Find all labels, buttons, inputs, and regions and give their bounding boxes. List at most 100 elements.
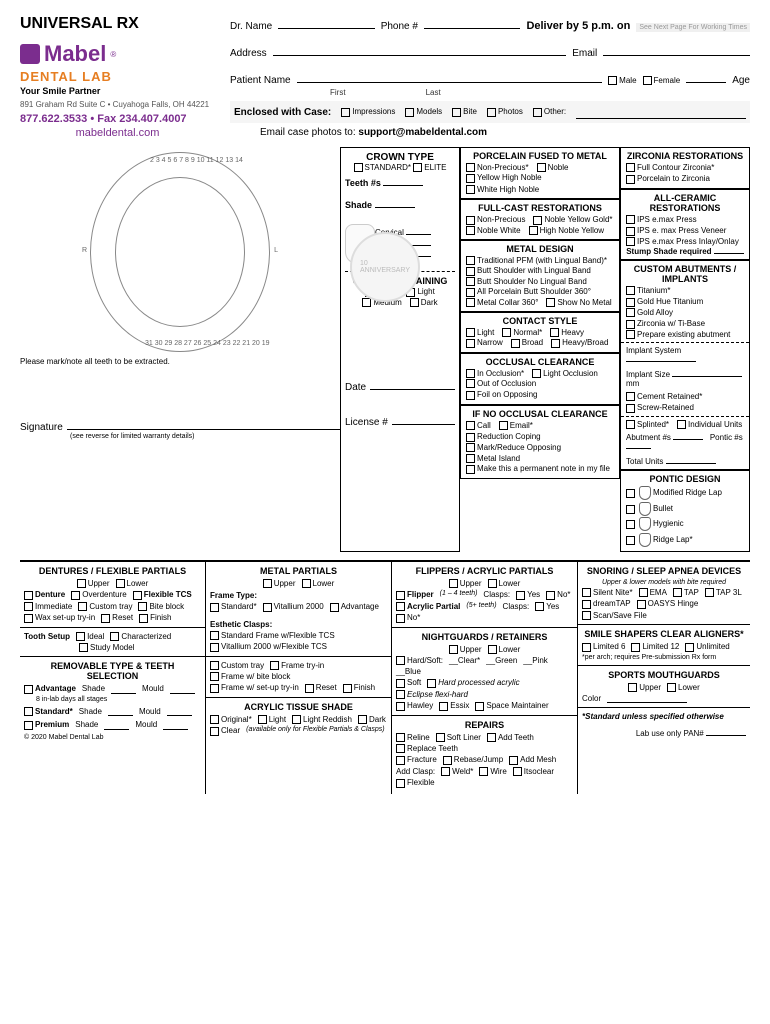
opt[interactable]: Metal Collar 360°	[466, 298, 538, 307]
opt[interactable]: All Porcelain Butt Shoulder 360°	[466, 287, 591, 296]
opt[interactable]: Space Maintainer	[475, 701, 548, 710]
opt[interactable]: Silent Nite*	[582, 588, 633, 597]
opt[interactable]: Light	[466, 328, 494, 337]
models-checkbox[interactable]: Models	[405, 107, 442, 116]
opt[interactable]: Unlimited	[685, 642, 729, 651]
opt[interactable]: Make this a permanent note in my file	[466, 464, 610, 473]
opt[interactable]: Frame w/ bite block	[210, 672, 290, 681]
patient-field[interactable]	[297, 69, 603, 83]
stump-field[interactable]	[714, 253, 744, 254]
opt[interactable]: Scan/Save File	[582, 611, 647, 620]
opt[interactable]: Non-Precious*	[466, 163, 529, 172]
opt[interactable]: No*	[396, 613, 420, 622]
opt[interactable]: Denture	[24, 590, 65, 599]
opt[interactable]: Eclipse flexi-hard	[396, 690, 468, 699]
opt[interactable]: Wax set-up try-in	[24, 613, 95, 622]
phone-field[interactable]	[424, 15, 520, 29]
opt[interactable]: Foil on Opposing	[466, 390, 537, 399]
mould-field[interactable]	[170, 684, 195, 693]
opt[interactable]: Yes	[535, 602, 559, 611]
opt[interactable]: Titanium*	[626, 286, 671, 295]
color-field[interactable]	[607, 694, 687, 703]
opt[interactable]: Hard processed acrylic	[427, 678, 519, 687]
opt[interactable]: TAP	[673, 588, 699, 597]
opt[interactable]: Soft Liner	[436, 733, 481, 742]
opt[interactable]: IPS e. max Press Veneer	[626, 226, 726, 235]
opt[interactable]: Gold Hue Titanium	[626, 297, 703, 306]
opt[interactable]: Butt Shoulder No Lingual Band	[466, 277, 587, 286]
opt[interactable]: Hygienic	[626, 517, 684, 531]
dr-name-field[interactable]	[278, 15, 374, 29]
opt[interactable]: EMA	[639, 588, 667, 597]
opt[interactable]: Add Mesh	[509, 755, 556, 764]
opt[interactable]: Normal*	[502, 328, 542, 337]
opt[interactable]: Essix	[439, 701, 469, 710]
opt[interactable]: Custom tray	[210, 661, 264, 670]
opt[interactable]: Flexible	[396, 778, 435, 787]
opt[interactable]: Lower	[488, 579, 521, 588]
opt[interactable]: dreamTAP	[582, 599, 631, 608]
cervical-field[interactable]	[406, 234, 431, 235]
opt[interactable]: Advantage	[330, 602, 379, 611]
opt[interactable]: IPS e.max Press	[626, 215, 697, 224]
opt[interactable]: Porcelain to Zirconia	[626, 174, 710, 183]
date-field[interactable]	[370, 376, 455, 390]
opt[interactable]: Metal Island	[466, 454, 520, 463]
standard-checkbox[interactable]: STANDARD*	[354, 163, 412, 172]
impressions-checkbox[interactable]: Impressions	[341, 107, 395, 116]
opt[interactable]: Advantage	[24, 684, 76, 693]
opt[interactable]: Cement Retained*	[626, 392, 702, 401]
opt[interactable]: Show No Metal	[546, 298, 611, 307]
opt[interactable]: Upper	[77, 579, 110, 588]
opt[interactable]: Dark	[358, 715, 386, 724]
opt[interactable]: Noble Yellow Gold*	[533, 215, 612, 224]
opt[interactable]: Reline	[396, 733, 430, 742]
signature-field[interactable]	[67, 416, 340, 430]
opt[interactable]: Standard Frame w/Flexible TCS	[210, 631, 335, 640]
opt[interactable]: Upper	[449, 645, 482, 654]
opt[interactable]: Ridge Lap*	[626, 533, 693, 547]
opt[interactable]: Replace Teeth	[396, 744, 458, 753]
opt[interactable]: Premium	[24, 720, 69, 729]
opt[interactable]: Upper	[449, 579, 482, 588]
email-field[interactable]	[603, 42, 750, 56]
opt[interactable]: Add Teeth	[487, 733, 534, 742]
opt[interactable]: Flipper	[396, 590, 434, 599]
opt[interactable]: Hawley	[396, 701, 433, 710]
other-field[interactable]	[576, 105, 746, 119]
opt[interactable]: Light Reddish	[292, 715, 352, 724]
opt[interactable]: Splinted*	[626, 420, 669, 429]
opt[interactable]: Full Contour Zirconia*	[626, 163, 714, 172]
opt[interactable]: IPS e.max Press Inlay/Onlay	[626, 237, 739, 246]
bite-checkbox[interactable]: Bite	[452, 107, 477, 116]
opt[interactable]: Fracture	[396, 755, 437, 764]
mould-field[interactable]	[167, 707, 192, 716]
opt[interactable]: OASYS Hinge	[637, 599, 699, 608]
opt[interactable]: Gold Alloy	[626, 308, 673, 317]
opt[interactable]: Bullet	[626, 502, 673, 516]
opt[interactable]: Heavy/Broad	[551, 338, 608, 347]
opt[interactable]: Lower	[667, 683, 700, 692]
opt[interactable]: Itsoclear	[513, 767, 554, 776]
shade-field[interactable]	[104, 720, 129, 729]
opt[interactable]: Vitallium 2000	[263, 602, 324, 611]
pan-field[interactable]	[706, 735, 746, 736]
opt[interactable]: Weld*	[441, 767, 473, 776]
opt[interactable]: Vitallium 2000 w/Flexible TCS	[210, 642, 327, 651]
opt[interactable]: Standard*	[24, 707, 73, 716]
size-field[interactable]	[672, 376, 742, 377]
opt[interactable]: Lower	[302, 579, 335, 588]
female-checkbox[interactable]: Female	[643, 76, 681, 85]
opt[interactable]: Reduction Coping	[466, 432, 541, 441]
opt[interactable]: White High Noble	[466, 185, 539, 194]
opt[interactable]: Immediate	[24, 602, 72, 611]
opt[interactable]: Modified Ridge Lap	[626, 486, 722, 500]
opt[interactable]: Noble White	[466, 226, 521, 235]
opt[interactable]: Flexible TCS	[133, 590, 192, 599]
shade-field[interactable]	[108, 707, 133, 716]
dark-checkbox[interactable]: Dark	[410, 298, 438, 307]
opt[interactable]: Heavy	[550, 328, 584, 337]
opt[interactable]: Standard*	[210, 602, 257, 611]
opt[interactable]: Screw-Retained	[626, 403, 694, 412]
opt[interactable]: Characterized	[110, 632, 171, 641]
